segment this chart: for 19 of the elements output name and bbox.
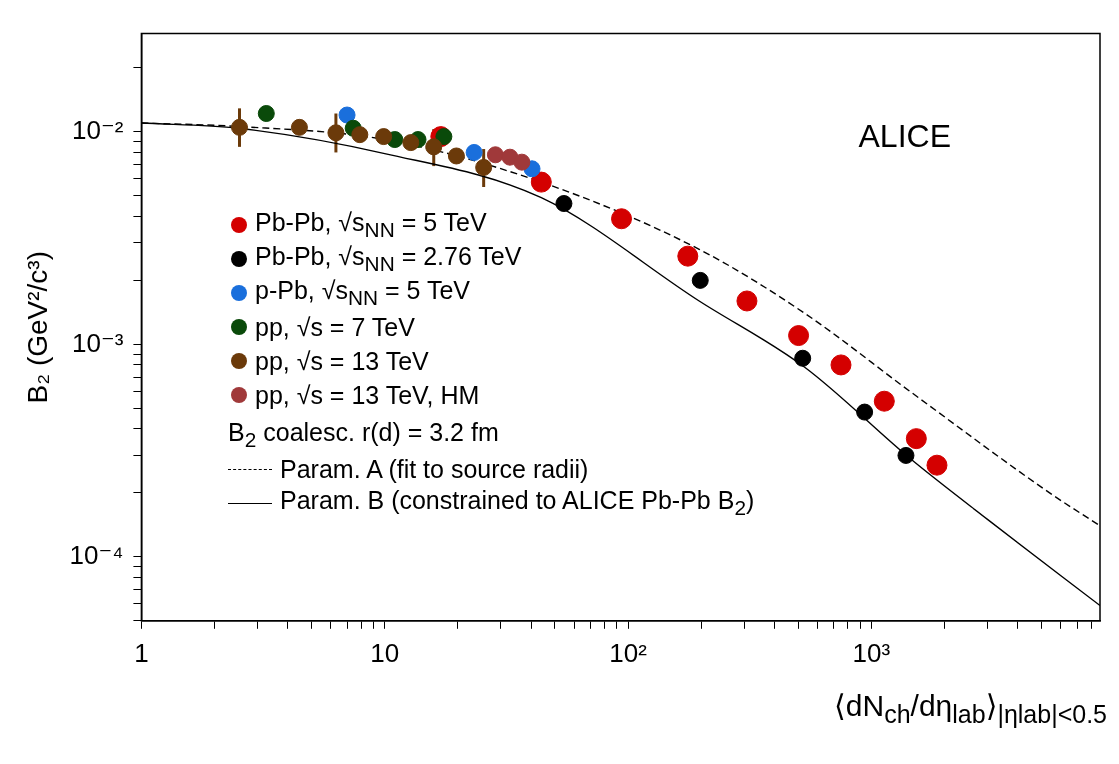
legend-label: Param. A (fit to source radii) [280, 454, 589, 484]
legend-label: Pb-Pb, √s$_{NN}$ = 5 TeV [255, 208, 487, 242]
x-axis-title: ⟨dN$_{ch}$/dη$_{lab}$⟩$_{|ηlab|<0.5}$ [834, 688, 1107, 729]
legend-label: p-Pb, √s$_{NN}$ = 5 TeV [255, 276, 470, 310]
legend-label: pp, √s = 13 TeV, HM [255, 380, 480, 410]
x-tick-label: 10 [370, 637, 400, 668]
legend-label: Pb-Pb, √s$_{NN}$ = 2.76 TeV [255, 242, 522, 276]
legend-label: pp, √s = 7 TeV [255, 312, 415, 342]
y-tick-label: 10⁻² [72, 115, 124, 146]
x-tick-label: 10³ [852, 637, 891, 668]
x-tick-label: 1 [134, 637, 149, 668]
legend-title: B$_{2}$ coalesc. r(d) = 3.2 fm [228, 418, 499, 452]
legend-label: pp, √s = 13 TeV [255, 346, 429, 376]
y-tick-label: 10⁻³ [72, 327, 124, 358]
annotation: ALICE [858, 118, 951, 155]
x-tick-label: 10² [609, 637, 648, 668]
y-axis-title: B₂ (GeV²/c³) [21, 250, 53, 404]
y-tick-label: 10⁻⁴ [69, 540, 124, 571]
legend-label: Param. B (constrained to ALICE Pb-Pb B$_{2}$) [280, 486, 755, 520]
